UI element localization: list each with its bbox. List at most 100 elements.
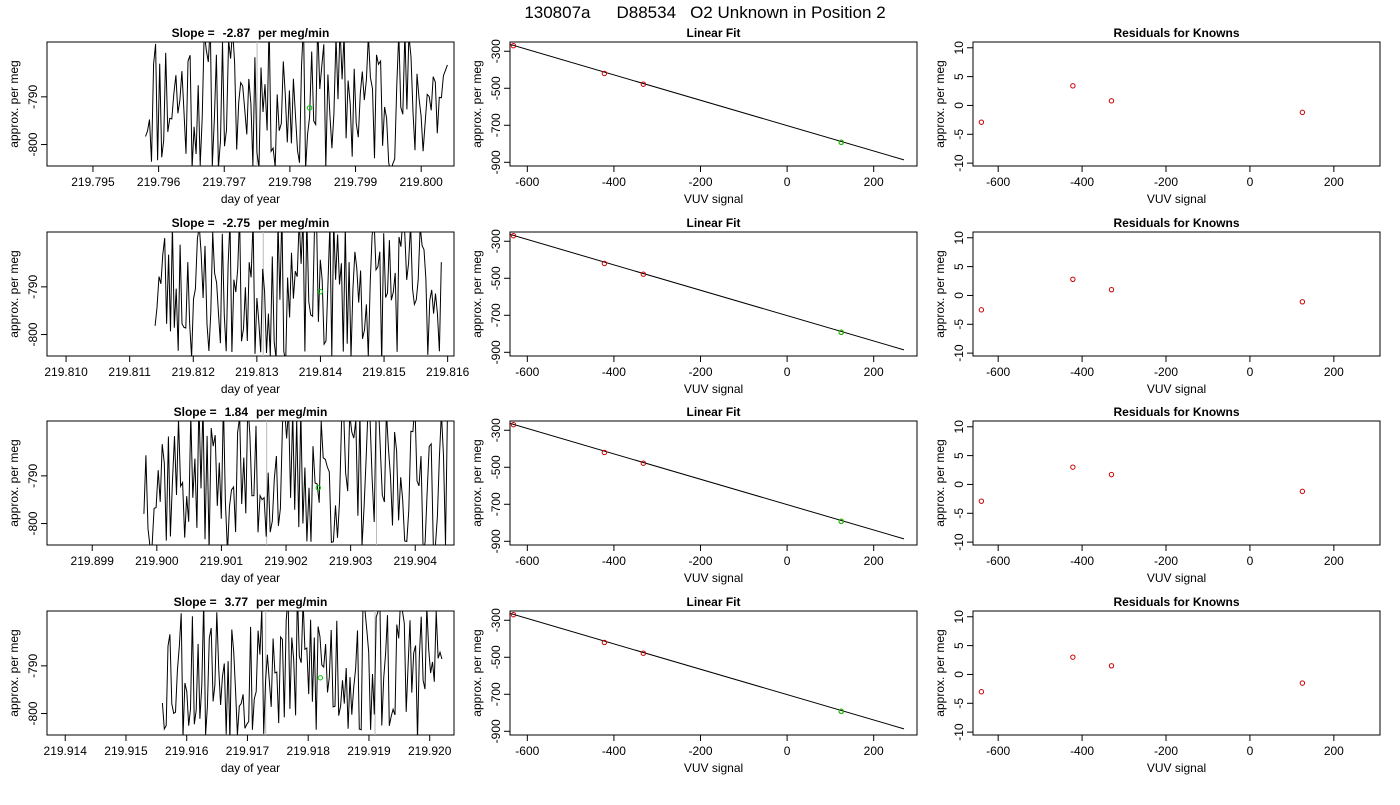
known-point bbox=[510, 233, 517, 239]
timeseries-panel-4: Slope = 3.77 per meg/min 219.914 219.915 219.… bbox=[7, 595, 455, 775]
figure-title: 130807a D88534 O2 Unknown in Position 2 bbox=[524, 3, 885, 22]
panel-title: Linear Fit bbox=[686, 405, 740, 419]
y-axis-label: approx. per meg bbox=[933, 439, 947, 526]
x-tick-label: -400 bbox=[602, 175, 626, 189]
y-axis-label: approx. per meg bbox=[7, 60, 21, 147]
x-tick-label: -600 bbox=[986, 744, 1010, 758]
plot-frame bbox=[509, 610, 918, 736]
y-tick-label: 5 bbox=[952, 642, 966, 649]
x-tick-label: 0 bbox=[784, 175, 791, 189]
y-axis-label: approx. per meg bbox=[933, 60, 947, 147]
y-axis-label: approx. per meg bbox=[470, 629, 484, 716]
x-tick-label: 200 bbox=[864, 175, 884, 189]
y-tick-label: -800 bbox=[26, 511, 40, 535]
x-tick-label: 219.915 bbox=[104, 744, 148, 758]
fit-panel-3: Linear Fit -600 -400 -200 0 200 -300 -500 -700 -9… bbox=[470, 405, 918, 585]
known-point bbox=[640, 81, 647, 87]
residual-point bbox=[1299, 109, 1306, 116]
resid-panel-4: Residuals for Knowns -600 -400 -200 0 200 10 5 0… bbox=[933, 595, 1381, 775]
plot-frame bbox=[46, 41, 455, 167]
y-axis-label: approx. per meg bbox=[7, 629, 21, 716]
slope-unit: per meg/min bbox=[256, 405, 327, 419]
signal-trace bbox=[143, 421, 448, 545]
panel-title: Slope = -2.75 per meg/min bbox=[172, 216, 330, 230]
x-tick-label: 219.919 bbox=[347, 744, 391, 758]
plot-area bbox=[978, 276, 1306, 313]
plot-frame bbox=[509, 41, 918, 167]
residual-point bbox=[978, 119, 985, 125]
signal-trace bbox=[161, 611, 443, 735]
plot-frame bbox=[972, 420, 1381, 546]
y-tick-label: -500 bbox=[489, 645, 503, 669]
x-tick-label: -200 bbox=[688, 365, 712, 379]
plot-area bbox=[978, 464, 1306, 504]
x-tick-label: 219.813 bbox=[235, 365, 279, 379]
y-tick-label: -300 bbox=[489, 229, 503, 253]
y-tick-label: -10 bbox=[952, 344, 966, 362]
residual-point bbox=[1108, 471, 1115, 478]
signal-trace bbox=[154, 232, 442, 356]
x-tick-label: 219.904 bbox=[394, 554, 438, 568]
x-tick-label: 200 bbox=[864, 744, 884, 758]
plot-area bbox=[510, 612, 905, 730]
x-tick-label: 219.799 bbox=[334, 175, 378, 189]
residual-point bbox=[1299, 299, 1306, 305]
y-tick-label: -5 bbox=[952, 319, 966, 330]
residual-point bbox=[1070, 654, 1076, 660]
resid-panel-2: Residuals for Knowns -600 -400 -200 0 200 10 5 0… bbox=[933, 216, 1381, 396]
y-tick-label: 5 bbox=[952, 73, 966, 80]
x-tick-label: -400 bbox=[602, 554, 626, 568]
y-tick-label: 0 bbox=[952, 102, 966, 109]
y-tick-label: -5 bbox=[952, 698, 966, 709]
unknown-mean-point bbox=[306, 105, 313, 111]
y-tick-label: -900 bbox=[489, 719, 503, 743]
y-tick-label: 10 bbox=[952, 610, 966, 624]
slope-title-prefix: Slope = bbox=[172, 216, 215, 230]
panel-title: Linear Fit bbox=[686, 26, 740, 40]
slope-unit: per meg/min bbox=[256, 595, 327, 609]
panel-title: Slope = 1.84 per meg/min bbox=[174, 405, 328, 419]
known-point bbox=[601, 70, 608, 77]
plot-frame bbox=[972, 231, 1381, 357]
x-tick-label: -400 bbox=[1070, 365, 1094, 379]
x-tick-label: 0 bbox=[784, 365, 791, 379]
x-tick-label: 200 bbox=[1324, 365, 1344, 379]
plot-frame bbox=[972, 610, 1381, 736]
y-tick-label: -790 bbox=[26, 275, 40, 299]
known-point bbox=[510, 422, 517, 428]
slope-unit: per meg/min bbox=[258, 26, 329, 40]
x-tick-label: 219.916 bbox=[165, 744, 209, 758]
x-tick-label: 219.812 bbox=[172, 365, 216, 379]
x-tick-label: -200 bbox=[688, 554, 712, 568]
known-point bbox=[601, 639, 608, 646]
residual-point bbox=[1070, 276, 1076, 282]
x-axis-label: VUV signal bbox=[1147, 761, 1206, 775]
x-tick-label: -200 bbox=[1154, 365, 1178, 379]
y-tick-label: -5 bbox=[952, 508, 966, 519]
timeseries-panel-1: Slope = -2.87 per meg/min 219.795 219.796 219… bbox=[7, 26, 455, 206]
resid-panel-3: Residuals for Knowns -600 -400 -200 0 200 10 5 0… bbox=[933, 405, 1381, 585]
x-axis-label: VUV signal bbox=[684, 761, 743, 775]
x-tick-label: 219.815 bbox=[362, 365, 406, 379]
y-tick-label: -300 bbox=[489, 608, 503, 632]
x-tick-label: 219.901 bbox=[200, 554, 244, 568]
x-tick-label: 219.816 bbox=[426, 365, 470, 379]
residual-point bbox=[1299, 680, 1306, 686]
plot-area bbox=[978, 654, 1306, 695]
x-tick-label: 200 bbox=[1324, 175, 1344, 189]
timeseries-panel-2: Slope = -2.75 per meg/min 219.810 219.811 219… bbox=[7, 216, 470, 396]
y-tick-label: -800 bbox=[26, 132, 40, 156]
x-axis-label: day of year bbox=[221, 571, 280, 585]
x-tick-label: 219.917 bbox=[226, 744, 270, 758]
y-axis-label: approx. per meg bbox=[7, 439, 21, 526]
residual-point bbox=[1070, 464, 1076, 470]
known-point bbox=[510, 612, 517, 618]
x-tick-label: -600 bbox=[986, 175, 1010, 189]
y-tick-label: 0 bbox=[952, 481, 966, 488]
unknown-point bbox=[838, 329, 844, 336]
x-tick-label: 200 bbox=[864, 554, 884, 568]
panel-title: Residuals for Knowns bbox=[1113, 405, 1239, 419]
y-tick-label: -790 bbox=[26, 85, 40, 109]
x-tick-label: 219.914 bbox=[44, 744, 88, 758]
